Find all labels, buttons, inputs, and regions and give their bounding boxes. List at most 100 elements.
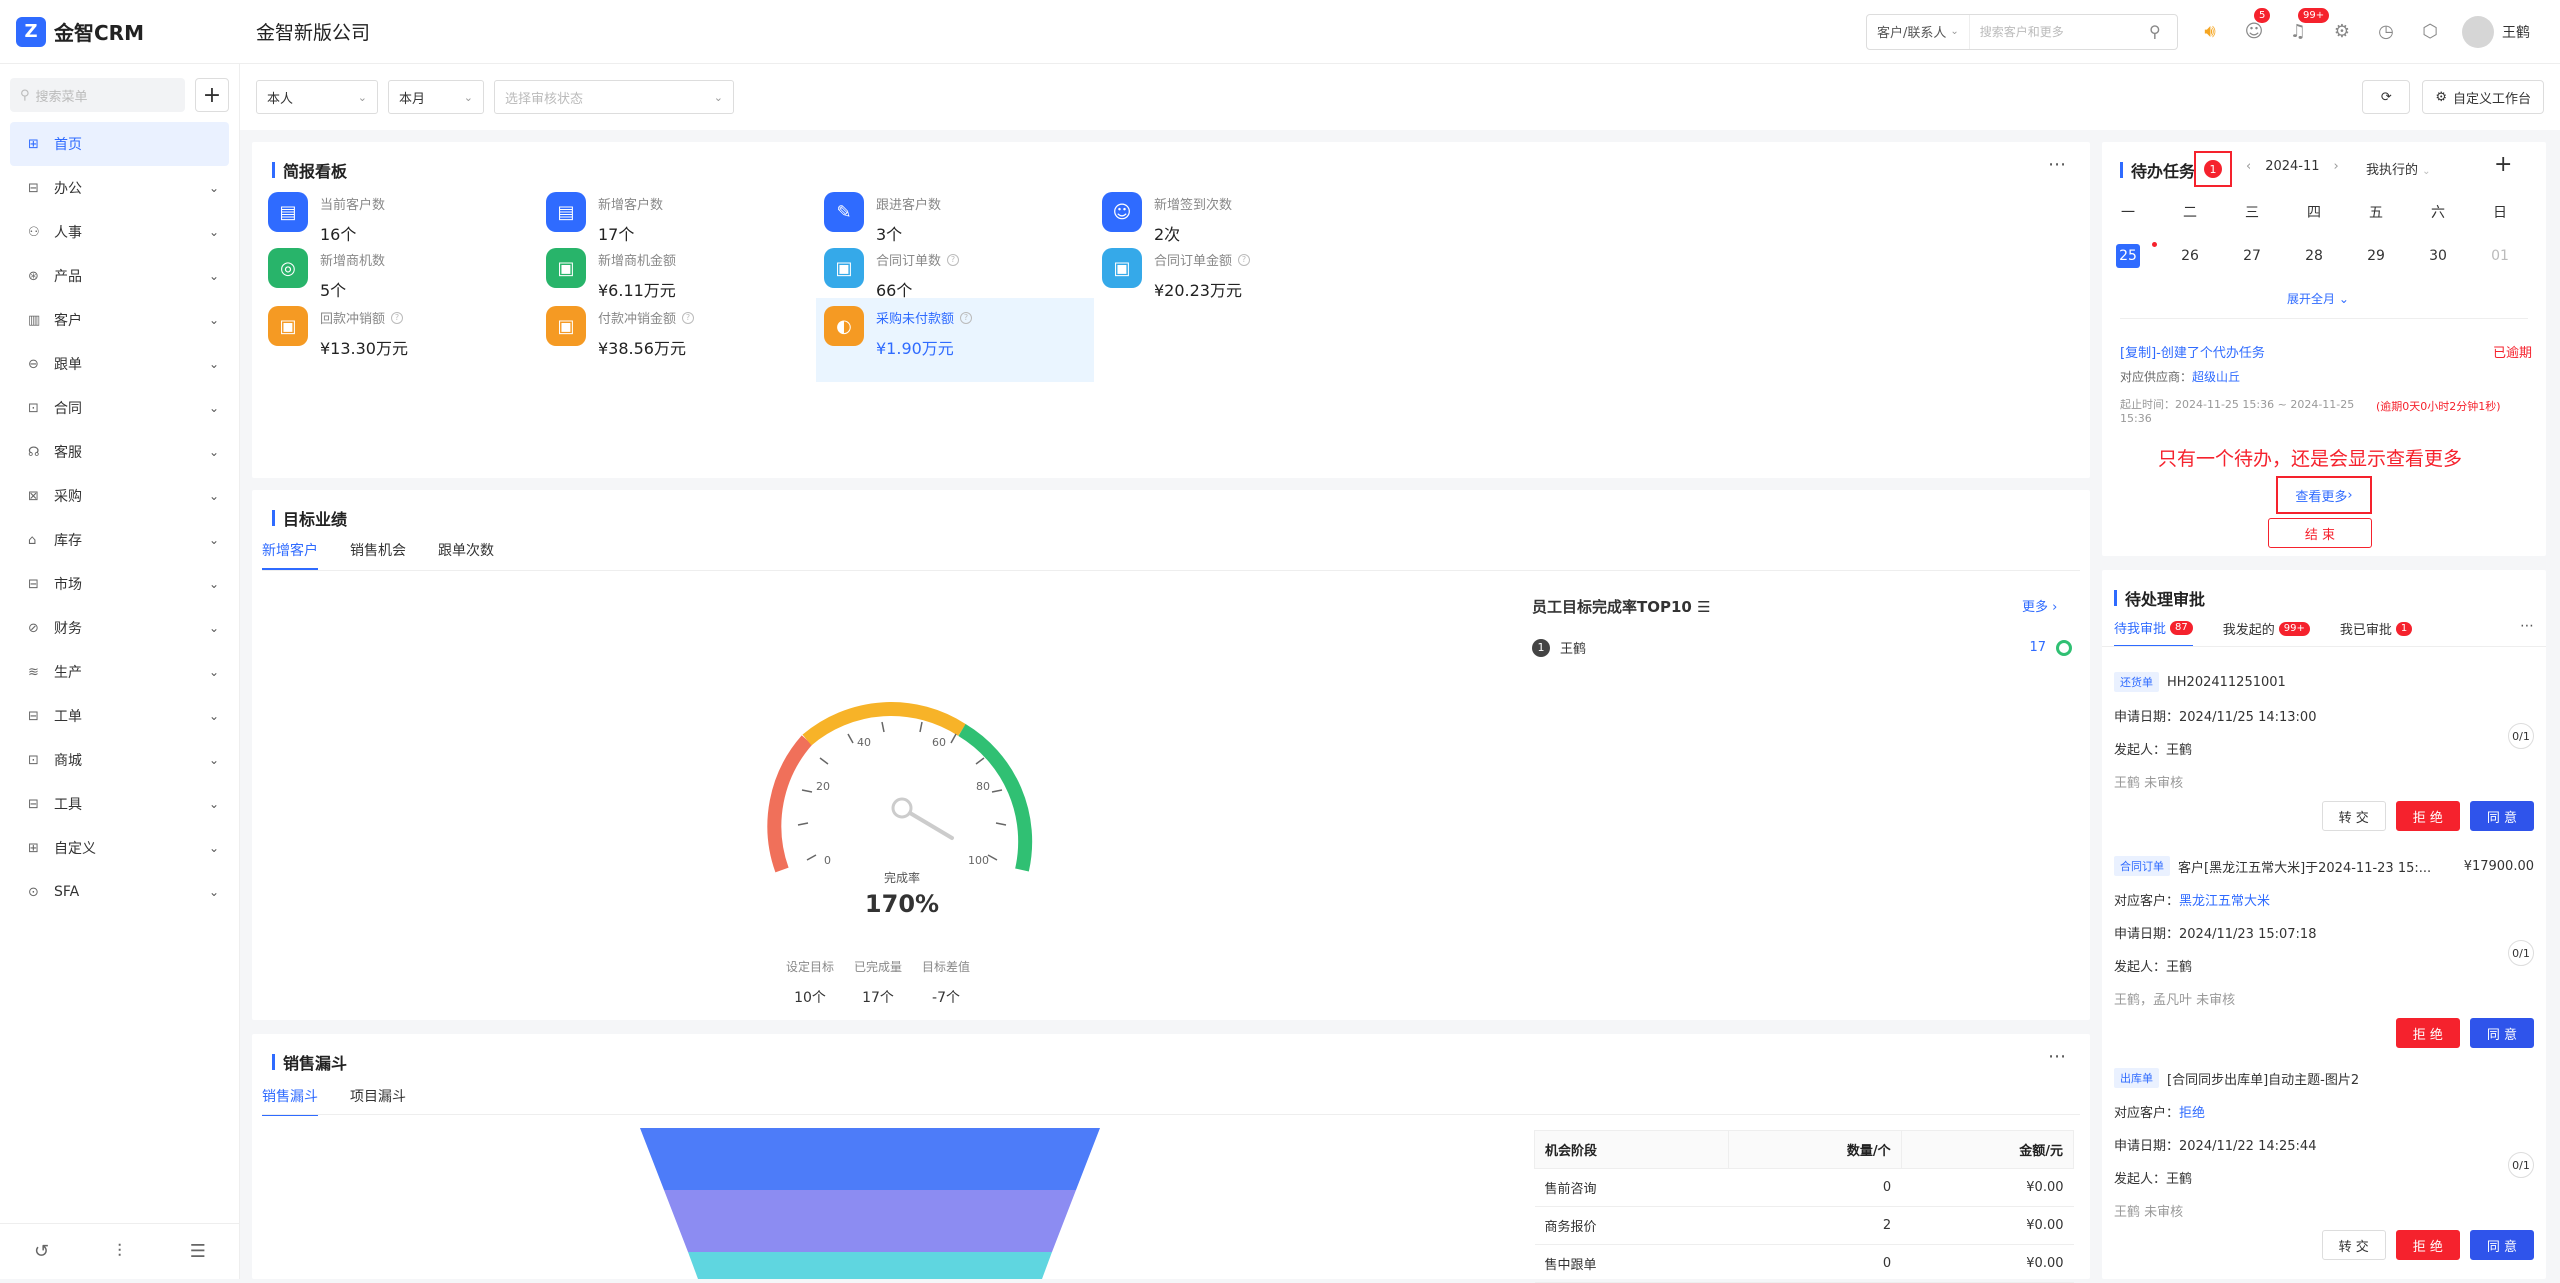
- calendar-day[interactable]: 28: [2305, 248, 2323, 264]
- sidebar-item-1[interactable]: ⊟ 办公 ⌄: [0, 166, 239, 210]
- history-icon[interactable]: ↺: [34, 1241, 50, 1262]
- speaker-icon[interactable]: 🔊︎: [2204, 21, 2216, 42]
- calendar-day[interactable]: 29: [2367, 248, 2385, 264]
- tab-target-0[interactable]: 新增客户: [262, 540, 318, 570]
- sliders-icon[interactable]: ⫶: [117, 1241, 122, 1262]
- company-name[interactable]: 金智新版公司: [256, 22, 371, 44]
- chevron-right-icon[interactable]: ›: [2333, 159, 2339, 174]
- kpi-card[interactable]: ▣ 付款冲销金额? ¥38.56万元: [538, 298, 702, 367]
- sidebar-item-14[interactable]: ⊡ 商城 ⌄: [0, 738, 239, 782]
- approval-title[interactable]: HH202411251001: [2167, 674, 2286, 690]
- contacts-icon[interactable]: ☺ 5: [2242, 7, 2271, 44]
- expand-month-link[interactable]: 展开全月 ⌄: [2287, 292, 2349, 306]
- funnel-stage-1: [640, 1128, 1100, 1190]
- calendar-day[interactable]: 01: [2491, 248, 2509, 264]
- tab-funnel-0[interactable]: 销售漏斗: [262, 1086, 318, 1116]
- reject-button[interactable]: 拒 绝: [2395, 1018, 2460, 1048]
- sidebar-item-10[interactable]: ⊟ 市场 ⌄: [0, 562, 239, 606]
- agree-button[interactable]: 同 意: [2469, 1018, 2534, 1048]
- kpi-card[interactable]: ◎ 新增商机数 5个: [260, 240, 393, 309]
- help-icon[interactable]: ?: [682, 311, 695, 324]
- tab-funnel-1[interactable]: 项目漏斗: [350, 1089, 406, 1105]
- agree-button[interactable]: 同 意: [2469, 801, 2534, 831]
- sidebar-item-0[interactable]: ⊞ 首页: [10, 122, 229, 166]
- sidebar-item-11[interactable]: ⊘ 财务 ⌄: [0, 606, 239, 650]
- kpi-card[interactable]: ▤ 当前客户数 16个: [260, 184, 393, 253]
- approval-title[interactable]: 客户[黑龙江五常大米]于2024-11-23 15:...: [2178, 860, 2432, 876]
- kpi-card[interactable]: ✎ 跟进客户数 3个: [816, 184, 949, 253]
- tab-target-2[interactable]: 跟单次数: [438, 543, 494, 559]
- customer-link[interactable]: 拒绝: [2179, 1106, 2206, 1121]
- sidebar-item-6[interactable]: ⊡ 合同 ⌄: [0, 386, 239, 430]
- help-icon[interactable]: ?: [947, 253, 960, 266]
- search-icon[interactable]: ⚲: [2149, 22, 2161, 41]
- tab-target-1[interactable]: 销售机会: [350, 543, 406, 559]
- tab-approval-0[interactable]: 待我审批 87: [2114, 618, 2193, 647]
- sidebar-item-13[interactable]: ⊟ 工单 ⌄: [0, 694, 239, 738]
- calendar-day[interactable]: 25: [2116, 244, 2140, 268]
- tab-approval-1[interactable]: 我发起的 99+: [2223, 618, 2310, 647]
- supplier-link[interactable]: 超级山丘: [2192, 370, 2241, 384]
- settings-icon[interactable]: ⚙: [2333, 21, 2351, 42]
- help-icon[interactable]: ?: [1238, 253, 1251, 266]
- collapse-icon[interactable]: ☰: [189, 1241, 206, 1262]
- sidebar-item-2[interactable]: ⚇ 人事 ⌄: [0, 210, 239, 254]
- sidebar-item-5[interactable]: ⊖ 跟单 ⌄: [0, 342, 239, 386]
- finish-button[interactable]: 结 束: [2268, 518, 2372, 548]
- search-scope-select[interactable]: 客户/联系人 ⌄: [1867, 14, 1970, 49]
- bell-icon[interactable]: ♫ 99+: [2286, 7, 2330, 44]
- user-menu[interactable]: 王鹤: [2462, 15, 2530, 48]
- sidebar-item-15[interactable]: ⊟ 工具 ⌄: [0, 782, 239, 826]
- search-input[interactable]: 搜索客户和更多: [1979, 25, 2064, 39]
- kpi-card[interactable]: ◐ 采购未付款额? ¥1.90万元: [816, 298, 1094, 382]
- sidebar-item-3[interactable]: ⊛ 产品 ⌄: [0, 254, 239, 298]
- more-icon[interactable]: ⋯: [2048, 154, 2066, 175]
- scope-select[interactable]: 本人 ⌄: [256, 80, 378, 114]
- kpi-card[interactable]: ▣ 新增商机金额 ¥6.11万元: [538, 240, 684, 309]
- help-icon[interactable]: ?: [960, 311, 973, 324]
- sidebar-item-8[interactable]: ⊠ 采购 ⌄: [0, 474, 239, 518]
- reject-button[interactable]: 拒 绝: [2395, 801, 2460, 831]
- sidebar-item-12[interactable]: ≋ 生产 ⌄: [0, 650, 239, 694]
- calendar-day[interactable]: 27: [2243, 248, 2261, 264]
- sidebar-item-9[interactable]: ⌂ 库存 ⌄: [0, 518, 239, 562]
- customer-link[interactable]: 黑龙江五常大米: [2179, 894, 2271, 909]
- transfer-button[interactable]: 转 交: [2321, 1230, 2386, 1260]
- cube-icon[interactable]: ⬡: [2422, 21, 2438, 42]
- calendar-day[interactable]: 26: [2181, 248, 2199, 264]
- todo-filter-select[interactable]: 我执行的 ⌄: [2366, 163, 2431, 178]
- view-more-button[interactable]: 查看更多 ›: [2276, 476, 2372, 514]
- more-icon[interactable]: ⋯: [2048, 1046, 2066, 1067]
- sidebar-item-7[interactable]: ☊ 客服 ⌄: [0, 430, 239, 474]
- kpi-card[interactable]: ▣ 合同订单金额? ¥20.23万元: [1094, 240, 1258, 309]
- calendar-day[interactable]: 30: [2429, 248, 2447, 264]
- approval-title[interactable]: [合同同步出库单]自动主题-图片2: [2167, 1072, 2360, 1088]
- sidebar-item-4[interactable]: ▥ 客户 ⌄: [0, 298, 239, 342]
- more-link[interactable]: 更多 ›: [2022, 600, 2058, 615]
- tab-approval-2[interactable]: 我已审批 1: [2340, 618, 2413, 647]
- sort-icon[interactable]: ☰: [1697, 598, 1711, 616]
- transfer-button[interactable]: 转 交: [2321, 801, 2386, 831]
- kpi-card[interactable]: ▣ 回款冲销额? ¥13.30万元: [260, 298, 416, 367]
- brand-logo[interactable]: Z 金智CRM: [0, 16, 240, 47]
- add-task-icon[interactable]: +: [2494, 152, 2513, 177]
- audit-status-select[interactable]: 选择审核状态 ⌄: [494, 80, 734, 114]
- help-icon[interactable]: ?: [391, 311, 404, 324]
- sidebar-item-17[interactable]: ⊙ SFA ⌄: [0, 870, 239, 914]
- menu-search-input[interactable]: ⚲ 搜索菜单: [10, 78, 185, 112]
- agree-button[interactable]: 同 意: [2469, 1230, 2534, 1260]
- kpi-card[interactable]: ▤ 新增客户数 17个: [538, 184, 671, 253]
- add-menu-button[interactable]: +: [195, 78, 229, 112]
- month-label[interactable]: 2024-11: [2265, 159, 2320, 174]
- task-title[interactable]: [复制]-创建了个代办任务: [2120, 346, 2265, 361]
- refresh-button[interactable]: ⟳: [2362, 80, 2411, 114]
- reject-button[interactable]: 拒 绝: [2395, 1230, 2460, 1260]
- custom-workbench-button[interactable]: ⚙ 自定义工作台: [2422, 80, 2544, 114]
- period-select[interactable]: 本月 ⌄: [388, 80, 484, 114]
- chevron-left-icon[interactable]: ‹: [2246, 159, 2252, 174]
- kpi-card[interactable]: ▣ 合同订单数? 66个: [816, 240, 967, 309]
- kpi-card[interactable]: ☺ 新增签到次数 2次: [1094, 184, 1240, 253]
- sidebar-item-16[interactable]: ⊞ 自定义 ⌄: [0, 826, 239, 870]
- more-icon[interactable]: ⋯: [2520, 618, 2534, 634]
- clock-icon[interactable]: ◷: [2378, 21, 2394, 42]
